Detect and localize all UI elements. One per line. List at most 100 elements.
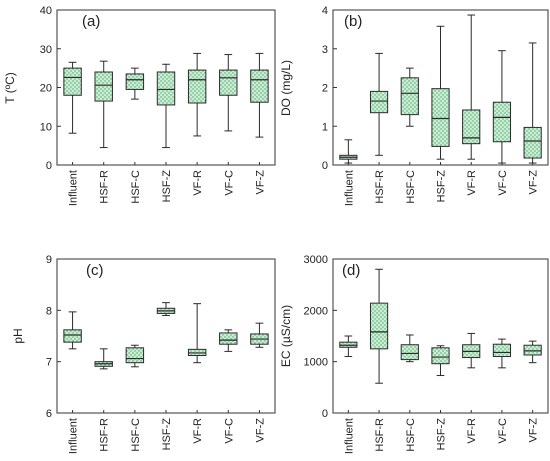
panel-b-box-2 [400, 67, 419, 127]
panel-d-box-3 [431, 345, 450, 377]
box-iqr [400, 77, 419, 116]
panel-a-box-5 [219, 54, 238, 132]
panel-a-label: (a) [82, 13, 100, 30]
panel-c-box-4 [187, 303, 207, 364]
panel-a-box-6 [250, 52, 269, 138]
panel-d-axes: 0 1000 2000 3000 Influent HSF-R HSF-C HSF-Z VF-R… [304, 254, 549, 454]
panel-a-xtick-label: VF-R [192, 170, 204, 196]
box-iqr [492, 343, 512, 358]
box-iqr [492, 101, 512, 143]
panel-c-ytick-label: 9 [46, 254, 52, 266]
panel-c-box-2 [125, 344, 145, 368]
panel-c-box-1 [94, 348, 113, 370]
panel-d-ytick-label: 2000 [304, 305, 328, 317]
panel-a-ytick-label: 30 [40, 44, 52, 56]
panel-a-xtick-label: HSF-R [99, 170, 111, 204]
panel-c-ytick-label: 6 [46, 408, 52, 420]
box-iqr [156, 71, 176, 106]
panel-a-box-0 [63, 61, 82, 134]
box-iqr [400, 344, 419, 361]
panel-a-axes: 0 10 20 30 40 Influent HSF-R HSF-C HSF-Z VF-R VF-C… [40, 5, 276, 206]
box-iqr [369, 302, 389, 350]
panel-d-frame [332, 258, 549, 414]
box-iqr [369, 90, 389, 114]
panel-b: 0 1 2 3 4 Influent HSF-R HSF-C HSF-Z VF-R VF-C VF-Z… [279, 5, 549, 206]
panel-d-ytick-label: 0 [322, 408, 328, 420]
box-iqr [250, 69, 269, 103]
panel-b-ytick-label: 4 [322, 5, 328, 17]
box-iqr [219, 332, 238, 345]
panel-c-xtick-label: HSF-R [99, 418, 111, 452]
panel-a-ytick-label: 40 [40, 5, 52, 17]
panel-a-ylabel: T (ºC) [3, 72, 17, 104]
panel-c-xtick-label: Influent [68, 418, 80, 454]
panel-d-xtick-label: HSF-R [374, 418, 386, 452]
panel-a-box-2 [125, 67, 145, 100]
panel-a: 0 10 20 30 40 Influent HSF-R HSF-C HSF-Z VF-R VF-C… [3, 5, 276, 206]
panel-c-box-3 [156, 302, 176, 316]
panel-b-box-1 [369, 52, 389, 156]
panel-d-ytick-label: 1000 [304, 357, 328, 369]
panel-c-box-0 [63, 311, 82, 350]
panel-b-box-5 [492, 50, 512, 164]
panel-b-ytick-label: 3 [322, 44, 328, 56]
panel-c-axes: 6 7 8 9 Influent HSF-R HSF-C HSF-Z VF-R VF-C VF-Z [46, 254, 276, 454]
panel-a-box-1 [94, 60, 113, 149]
panel-a-xtick-label: VF-C [223, 170, 235, 196]
panel-a-box-4 [187, 52, 207, 137]
panel-c-ylabel: pH [11, 328, 25, 343]
panel-c-xtick-label: VF-R [192, 418, 204, 444]
box-iqr [523, 344, 542, 356]
panel-c-box-6 [250, 322, 269, 348]
panel-a-ytick-label: 20 [40, 83, 52, 95]
panel-c-ytick-label: 7 [46, 357, 52, 369]
panel-c-frame [56, 258, 276, 414]
panel-b-xtick-label: Influent [343, 170, 355, 206]
panel-b-xtick-label: VF-R [466, 170, 478, 196]
panel-b-ytick-label: 1 [322, 121, 328, 133]
panel-d-ylabel: EC (µS/cm) [279, 305, 293, 367]
panel-d-xtick-label: VF-C [497, 418, 509, 444]
panel-d-xtick-label: Influent [343, 418, 355, 454]
box-iqr [431, 88, 450, 147]
panel-b-box-6 [523, 42, 542, 164]
panel-d-box-5 [492, 338, 512, 369]
panel-b-ytick-label: 0 [322, 160, 328, 172]
panel-b-xtick-label: VF-Z [528, 170, 540, 195]
panel-b-ylabel: DO (mg/L) [279, 60, 293, 116]
panel-a-xtick-label: Influent [68, 170, 80, 206]
box-iqr [125, 347, 145, 364]
panel-c-ytick-label: 8 [46, 305, 52, 317]
box-iqr [63, 329, 82, 343]
panel-d-xtick-label: VF-Z [528, 418, 540, 443]
panel-b-xtick-label: HSF-Z [436, 170, 448, 203]
panel-b-box-4 [462, 14, 481, 160]
box-iqr [219, 69, 238, 96]
panel-d-xtick-label: VF-R [466, 418, 478, 444]
panel-d-box-0 [339, 335, 358, 358]
panel-a-ytick-label: 10 [40, 121, 52, 133]
panel-c-box-5 [219, 329, 238, 352]
panel-c-xtick-label: VF-C [223, 418, 235, 444]
panel-b-box-0 [339, 139, 358, 164]
box-iqr [523, 126, 542, 159]
panel-d-ytick-label: 3000 [304, 254, 328, 266]
box-iqr [462, 109, 481, 145]
box-iqr [125, 73, 145, 90]
panel-b-ytick-label: 2 [322, 83, 328, 95]
panel-d-box-2 [400, 334, 419, 363]
panel-c-xtick-label: HSF-Z [161, 418, 173, 451]
box-iqr [431, 347, 450, 365]
panel-b-label: (b) [344, 13, 362, 30]
panel-a-ytick-label: 0 [46, 160, 52, 172]
panel-d-xtick-label: HSF-C [405, 418, 417, 452]
panel-b-xtick-label: HSF-C [405, 170, 417, 204]
panel-b-axes: 0 1 2 3 4 Influent HSF-R HSF-C HSF-Z VF-R VF-C VF-Z [322, 5, 549, 206]
box-iqr [63, 67, 82, 96]
box-iqr [94, 71, 113, 102]
panel-b-xtick-label: VF-C [497, 170, 509, 196]
panel-c-label: (c) [86, 262, 104, 279]
panel-d-xtick-label: HSF-Z [436, 418, 448, 451]
